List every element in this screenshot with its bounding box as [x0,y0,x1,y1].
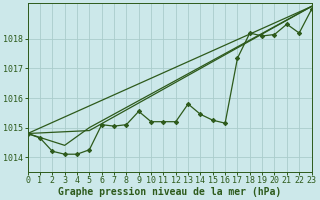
X-axis label: Graphe pression niveau de la mer (hPa): Graphe pression niveau de la mer (hPa) [58,186,281,197]
